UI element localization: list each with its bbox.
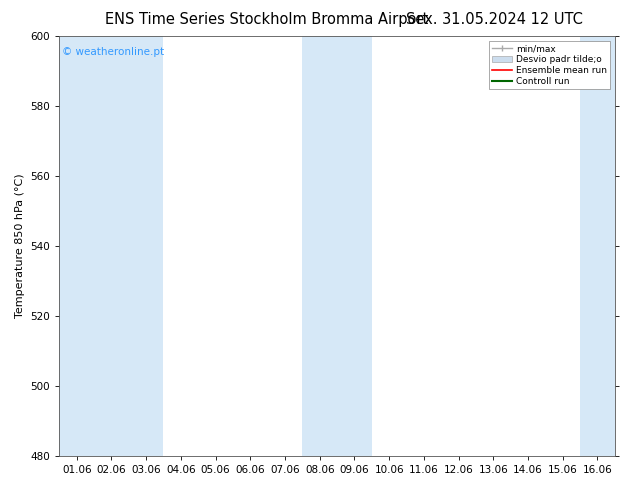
Y-axis label: Temperature 850 hPa (°C): Temperature 850 hPa (°C)	[15, 174, 25, 318]
Bar	[129, 36, 164, 456]
Bar	[94, 36, 129, 456]
Legend: min/max, Desvio padr tilde;o, Ensemble mean run, Controll run: min/max, Desvio padr tilde;o, Ensemble m…	[489, 41, 611, 89]
Text: ENS Time Series Stockholm Bromma Airport: ENS Time Series Stockholm Bromma Airport	[105, 12, 428, 27]
Text: Sex. 31.05.2024 12 UTC: Sex. 31.05.2024 12 UTC	[406, 12, 583, 27]
Bar	[337, 36, 372, 456]
Text: © weatheronline.pt: © weatheronline.pt	[62, 47, 164, 57]
Bar	[580, 36, 615, 456]
Bar	[302, 36, 337, 456]
Bar	[60, 36, 94, 456]
